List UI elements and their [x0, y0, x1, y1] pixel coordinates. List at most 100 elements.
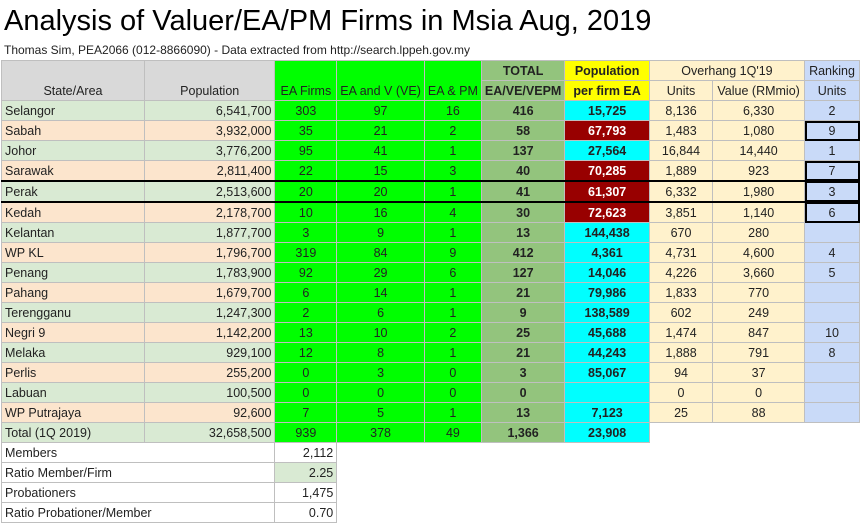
cell-ea-pm[interactable]: 1: [423, 342, 482, 363]
cell-overhang-units[interactable]: 3,851: [648, 201, 714, 223]
cell-ranking[interactable]: 8: [804, 342, 860, 363]
cell-state[interactable]: Sabah: [1, 120, 145, 141]
cell-state[interactable]: Perlis: [1, 362, 145, 383]
cell-ea-firms[interactable]: 303: [274, 100, 338, 121]
cell-total[interactable]: 13: [480, 402, 566, 423]
cell-ea-v[interactable]: 8: [336, 342, 425, 363]
cell-ea-firms[interactable]: 6: [274, 282, 338, 303]
cell-pop-per-firm[interactable]: 7,123: [564, 402, 650, 423]
cell-overhang-value[interactable]: 6,330: [712, 100, 806, 121]
cell-pop-per-firm[interactable]: 72,623: [564, 201, 650, 223]
cell-ea-pm[interactable]: 3: [423, 160, 482, 182]
cell-total[interactable]: 13: [480, 222, 566, 243]
cell-pop-per-firm[interactable]: 85,067: [564, 362, 650, 383]
cell-pop-per-firm[interactable]: 61,307: [564, 180, 650, 203]
cell-ea-v[interactable]: 9: [336, 222, 425, 243]
total-ea-pm[interactable]: 49: [423, 422, 482, 443]
cell-state[interactable]: Selangor: [1, 100, 145, 121]
cell-overhang-units[interactable]: 1,474: [648, 322, 714, 343]
cell-state[interactable]: Labuan: [1, 382, 145, 403]
header-total-top[interactable]: TOTAL: [480, 60, 566, 81]
cell-overhang-units[interactable]: 25: [648, 402, 714, 423]
cell-total[interactable]: 58: [480, 120, 566, 141]
cell-population[interactable]: 6,541,700: [143, 100, 276, 121]
cell-ea-pm[interactable]: 0: [423, 382, 482, 403]
total-ea-firms[interactable]: 939: [274, 422, 338, 443]
cell-overhang-units[interactable]: 670: [648, 222, 714, 243]
cell-pop-per-firm[interactable]: 27,564: [564, 140, 650, 161]
summary-value[interactable]: 1,475: [274, 482, 338, 503]
cell-total[interactable]: 40: [480, 160, 566, 182]
cell-overhang-units[interactable]: 1,483: [648, 120, 714, 141]
cell-ea-pm[interactable]: 1: [423, 140, 482, 161]
cell-pop-per-firm[interactable]: 70,285: [564, 160, 650, 182]
cell-state[interactable]: Penang: [1, 262, 145, 283]
header-ea-v[interactable]: EA and V (VE): [336, 60, 425, 101]
cell-ea-pm[interactable]: 6: [423, 262, 482, 283]
cell-population[interactable]: 1,877,700: [143, 222, 276, 243]
cell-ranking[interactable]: 5: [804, 262, 860, 283]
cell-overhang-value[interactable]: 0: [712, 382, 806, 403]
header-ea-firms[interactable]: EA Firms: [274, 60, 338, 101]
cell-pop-per-firm[interactable]: 138,589: [564, 302, 650, 323]
cell-overhang-units[interactable]: 602: [648, 302, 714, 323]
summary-value[interactable]: 2,112: [274, 442, 338, 463]
cell-state[interactable]: Terengganu: [1, 302, 145, 323]
cell-ea-v[interactable]: 10: [336, 322, 425, 343]
cell-overhang-value[interactable]: 1,080: [712, 120, 806, 141]
cell-population[interactable]: 3,932,000: [143, 120, 276, 141]
cell-state[interactable]: Pahang: [1, 282, 145, 303]
cell-ranking[interactable]: [804, 362, 860, 383]
cell-overhang-units[interactable]: 16,844: [648, 140, 714, 161]
cell-ranking[interactable]: [804, 402, 860, 423]
cell-total[interactable]: 127: [480, 262, 566, 283]
cell-overhang-value[interactable]: 1,980: [712, 180, 806, 203]
total-state[interactable]: Total (1Q 2019): [1, 422, 145, 443]
cell-overhang-units[interactable]: 94: [648, 362, 714, 383]
cell-population[interactable]: 929,100: [143, 342, 276, 363]
cell-ea-v[interactable]: 6: [336, 302, 425, 323]
cell-ea-pm[interactable]: 1: [423, 282, 482, 303]
cell-ea-firms[interactable]: 92: [274, 262, 338, 283]
cell-ea-v[interactable]: 97: [336, 100, 425, 121]
header-value[interactable]: Value (RMmio): [712, 80, 806, 101]
cell-ea-pm[interactable]: 0: [423, 362, 482, 383]
header-state[interactable]: State/Area: [1, 60, 145, 101]
cell-state[interactable]: Kedah: [1, 201, 145, 223]
cell-ea-pm[interactable]: 1: [423, 222, 482, 243]
cell-overhang-units[interactable]: 1,889: [648, 160, 714, 182]
header-overhang[interactable]: Overhang 1Q'19: [648, 60, 806, 81]
cell-ea-pm[interactable]: 9: [423, 242, 482, 263]
cell-population[interactable]: 2,811,400: [143, 160, 276, 182]
cell-pop-per-firm[interactable]: [564, 382, 650, 403]
cell-state[interactable]: WP KL: [1, 242, 145, 263]
cell-total[interactable]: 0: [480, 382, 566, 403]
cell-ea-v[interactable]: 20: [336, 180, 425, 203]
cell-pop-per-firm[interactable]: 67,793: [564, 120, 650, 141]
header-ea-pm[interactable]: EA & PM: [423, 60, 482, 101]
total-population[interactable]: 32,658,500: [143, 422, 276, 443]
cell-population[interactable]: 255,200: [143, 362, 276, 383]
cell-ea-firms[interactable]: 7: [274, 402, 338, 423]
cell-population[interactable]: 1,796,700: [143, 242, 276, 263]
cell-ranking[interactable]: 1: [804, 140, 860, 161]
cell-overhang-value[interactable]: 37: [712, 362, 806, 383]
cell-total[interactable]: 416: [480, 100, 566, 121]
cell-ranking[interactable]: [804, 382, 860, 403]
cell-overhang-units[interactable]: 4,731: [648, 242, 714, 263]
cell-ea-pm[interactable]: 1: [423, 402, 482, 423]
cell-pop-per-firm[interactable]: 44,243: [564, 342, 650, 363]
cell-ea-firms[interactable]: 12: [274, 342, 338, 363]
cell-overhang-value[interactable]: 847: [712, 322, 806, 343]
cell-pop-per-firm[interactable]: 14,046: [564, 262, 650, 283]
header-pop-top[interactable]: Population: [564, 60, 650, 81]
cell-total[interactable]: 137: [480, 140, 566, 161]
total-pop-per-firm[interactable]: 23,908: [564, 422, 650, 443]
cell-ea-v[interactable]: 15: [336, 160, 425, 182]
cell-ranking[interactable]: 10: [804, 322, 860, 343]
header-units[interactable]: Units: [648, 80, 714, 101]
cell-ea-pm[interactable]: 1: [423, 302, 482, 323]
cell-ranking[interactable]: [804, 282, 860, 303]
cell-ranking[interactable]: [804, 222, 860, 243]
cell-ea-pm[interactable]: 16: [423, 100, 482, 121]
